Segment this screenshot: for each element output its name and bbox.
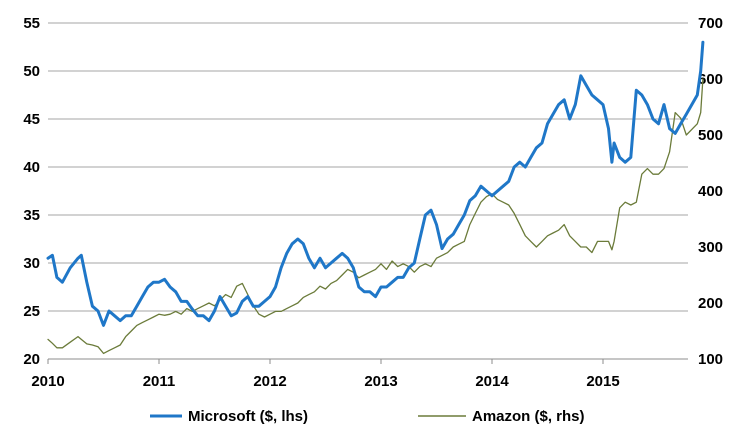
x-axis-tick-label: 2012 [253, 373, 286, 390]
left-axis-tick-label: 35 [23, 207, 40, 224]
left-axis-tick-label: 55 [23, 15, 40, 32]
series-layer [46, 40, 705, 355]
left-axis-tick-label: 45 [23, 111, 40, 128]
right-axis-tick-label: 300 [698, 239, 723, 256]
left-axis-tick-label: 50 [23, 63, 40, 80]
series-line-microsoft [46, 40, 705, 327]
series-line-amazon [47, 78, 704, 355]
legend: Microsoft ($, lhs) Amazon ($, rhs) [150, 408, 585, 425]
x-axis-ticks: 2010 2011 2012 2013 2014 2015 [31, 373, 619, 390]
legend-item-amazon: Amazon ($, rhs) [418, 408, 585, 425]
x-axis-tick-label: 2014 [475, 373, 509, 390]
left-axis-tick-label: 40 [23, 159, 40, 176]
x-axis-tick-label: 2010 [31, 373, 64, 390]
left-axis-tick-label: 25 [23, 303, 40, 320]
gridlines [48, 22, 688, 360]
right-axis-tick-label: 700 [698, 15, 723, 32]
x-axis [47, 358, 688, 364]
right-axis-tick-label: 500 [698, 127, 723, 144]
legend-label: Microsoft ($, lhs) [188, 408, 308, 425]
x-axis-tick-label: 2013 [364, 373, 397, 390]
right-axis-tick-label: 600 [698, 71, 723, 88]
right-axis-tick-label: 400 [698, 183, 723, 200]
right-axis-tick-label: 100 [698, 351, 723, 368]
x-axis-tick-label: 2011 [143, 373, 176, 390]
legend-item-microsoft: Microsoft ($, lhs) [150, 408, 308, 425]
legend-label: Amazon ($, rhs) [472, 408, 585, 425]
right-axis-ticks: 100 200 300 400 500 600 700 [698, 15, 723, 368]
x-axis-tick-label: 2015 [586, 373, 619, 390]
right-axis-tick-label: 200 [698, 295, 723, 312]
left-axis-ticks: 20 25 30 35 40 45 50 55 [23, 15, 40, 368]
left-axis-tick-label: 20 [23, 351, 40, 368]
left-axis-tick-label: 30 [23, 255, 40, 272]
